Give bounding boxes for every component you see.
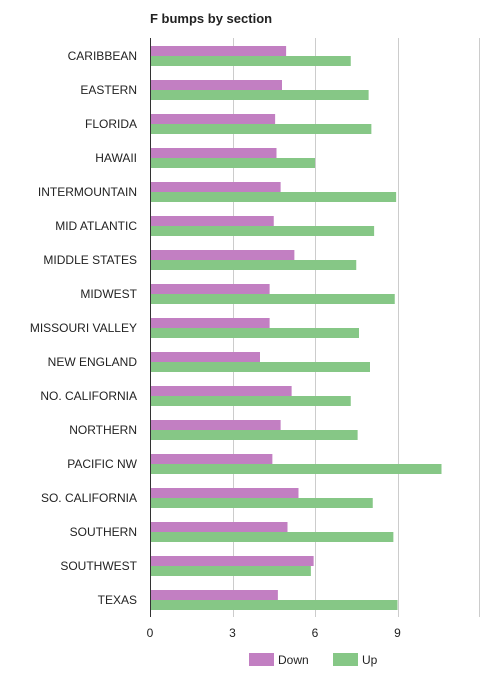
bars	[151, 46, 442, 610]
bar-up-no-california[interactable]	[151, 396, 351, 406]
category-label: NO. CALIFORNIA	[40, 389, 137, 403]
category-labels: CARIBBEAN EASTERN FLORIDA HAWAII INTERMOUNTA…	[30, 49, 138, 607]
bar-up-new-england[interactable]	[151, 362, 370, 372]
legend-swatch-up[interactable]	[333, 653, 358, 666]
bar-up-texas[interactable]	[151, 600, 398, 610]
bar-down-southwest[interactable]	[151, 556, 314, 566]
bar-down-mid-atlantic[interactable]	[151, 216, 274, 226]
category-label: PACIFIC NW	[67, 457, 137, 471]
category-label: MIDWEST	[80, 287, 137, 301]
bar-up-southwest[interactable]	[151, 566, 311, 576]
bar-up-intermountain[interactable]	[151, 192, 397, 202]
x-tick-label: 3	[229, 626, 236, 640]
bar-down-eastern[interactable]	[151, 80, 282, 90]
x-tick-label: 6	[312, 626, 319, 640]
category-label: MIDDLE STATES	[43, 253, 137, 267]
bar-down-new-england[interactable]	[151, 352, 260, 362]
category-label: CARIBBEAN	[68, 49, 137, 63]
bar-down-southern[interactable]	[151, 522, 288, 532]
bar-up-mid-atlantic[interactable]	[151, 226, 375, 236]
bar-up-missouri-valley[interactable]	[151, 328, 359, 338]
x-tick-label: 0	[147, 626, 154, 640]
legend-label-down[interactable]: Down	[278, 653, 309, 667]
category-label: NORTHERN	[69, 423, 137, 437]
bar-up-midwest[interactable]	[151, 294, 395, 304]
x-axis-ticks: 0 3 6 9	[147, 626, 402, 640]
bar-down-so-california[interactable]	[151, 488, 299, 498]
bar-up-northern[interactable]	[151, 430, 358, 440]
category-label: HAWAII	[95, 151, 137, 165]
category-label: INTERMOUNTAIN	[38, 185, 137, 199]
category-label: MID ATLANTIC	[55, 219, 137, 233]
bar-down-missouri-valley[interactable]	[151, 318, 270, 328]
bar-up-southern[interactable]	[151, 532, 394, 542]
legend-label-up[interactable]: Up	[362, 653, 378, 667]
chart-title: F bumps by section	[150, 11, 273, 26]
category-label: SOUTHWEST	[60, 559, 137, 573]
category-label: EASTERN	[80, 83, 137, 97]
bar-down-hawaii[interactable]	[151, 148, 277, 158]
category-label: TEXAS	[98, 593, 137, 607]
bar-up-middle-states[interactable]	[151, 260, 357, 270]
category-label: MISSOURI VALLEY	[30, 321, 137, 335]
bar-up-so-california[interactable]	[151, 498, 373, 508]
legend: Down Up	[249, 653, 378, 667]
bar-up-florida[interactable]	[151, 124, 372, 134]
x-tick-label: 9	[394, 626, 401, 640]
bar-down-texas[interactable]	[151, 590, 278, 600]
bar-down-middle-states[interactable]	[151, 250, 295, 260]
bar-down-florida[interactable]	[151, 114, 276, 124]
bar-down-intermountain[interactable]	[151, 182, 281, 192]
category-label: SOUTHERN	[70, 525, 137, 539]
bar-down-northern[interactable]	[151, 420, 281, 430]
category-label: FLORIDA	[85, 117, 137, 131]
legend-swatch-down[interactable]	[249, 653, 274, 666]
bar-up-pacific-nw[interactable]	[151, 464, 442, 474]
bar-down-no-california[interactable]	[151, 386, 292, 396]
bar-up-eastern[interactable]	[151, 90, 369, 100]
bar-up-hawaii[interactable]	[151, 158, 315, 168]
bar-down-pacific-nw[interactable]	[151, 454, 273, 464]
bar-down-caribbean[interactable]	[151, 46, 287, 56]
category-label: NEW ENGLAND	[48, 355, 138, 369]
bar-up-caribbean[interactable]	[151, 56, 351, 66]
bar-down-midwest[interactable]	[151, 284, 270, 294]
category-label: SO. CALIFORNIA	[41, 491, 137, 505]
